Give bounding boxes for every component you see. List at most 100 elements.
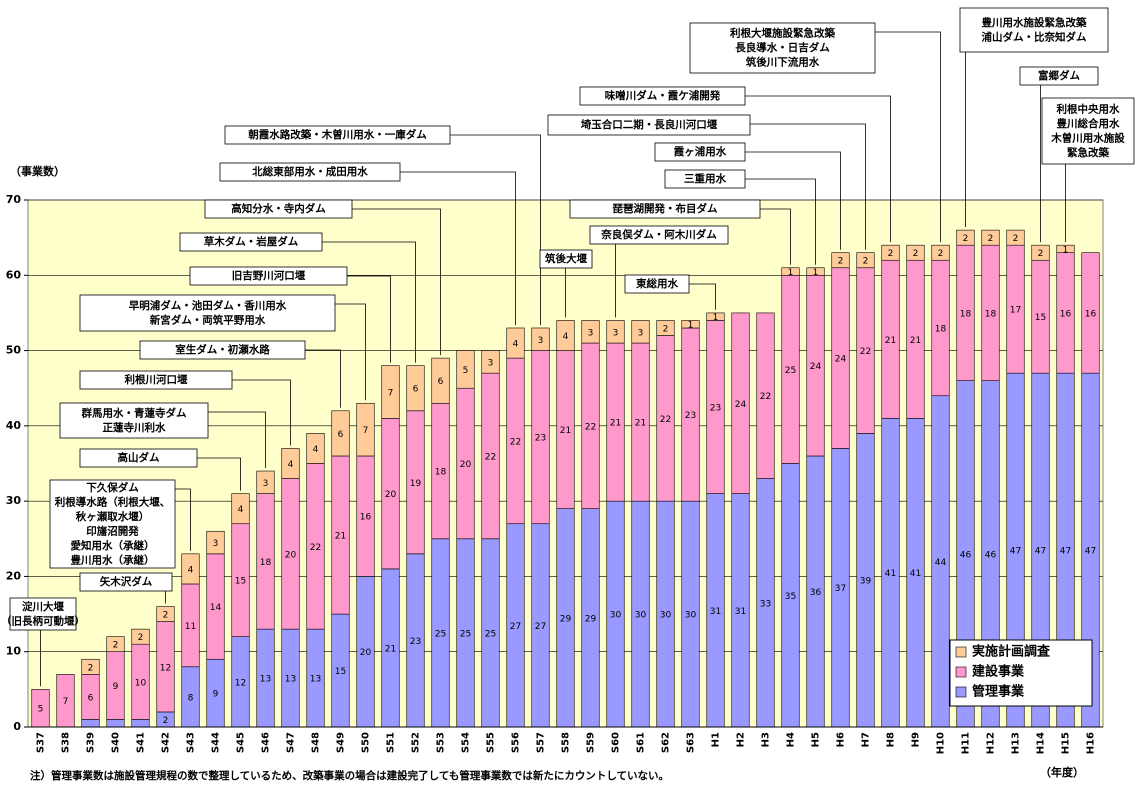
annotation-text: 緊急改築 bbox=[1067, 146, 1109, 159]
legend-swatch bbox=[955, 686, 967, 698]
x-tick-label: S62 bbox=[661, 732, 672, 753]
x-tick-label: H10 bbox=[936, 732, 947, 754]
x-tick-label: H3 bbox=[761, 732, 772, 747]
value-label: 31 bbox=[735, 607, 746, 617]
bar-segment bbox=[131, 628, 150, 645]
bar-segment bbox=[106, 719, 125, 728]
annotation-text: 室生ダム・初瀬水路 bbox=[175, 343, 270, 356]
value-label: 2 bbox=[88, 663, 94, 673]
annotation-box bbox=[139, 340, 306, 360]
x-tick-label: H14 bbox=[1036, 732, 1047, 754]
value-label: 1 bbox=[713, 313, 719, 323]
annotation-text: 奈良俣ダム・阿木川ダム bbox=[600, 228, 717, 241]
annotation-box bbox=[79, 370, 233, 390]
legend-box bbox=[949, 639, 1093, 707]
callout-line bbox=[400, 171, 516, 325]
value-label: 44 bbox=[935, 558, 947, 568]
value-label: 9 bbox=[213, 690, 219, 700]
bar-segment bbox=[131, 719, 150, 728]
bar-segment bbox=[906, 244, 925, 261]
value-label: 47 bbox=[1060, 547, 1071, 557]
value-label: 2 bbox=[113, 641, 119, 651]
value-label: 8 bbox=[188, 693, 194, 703]
annotation-text: 印旛沼開発 bbox=[86, 524, 139, 537]
value-label: 5 bbox=[463, 366, 469, 376]
bar-segment bbox=[81, 719, 100, 728]
annotation-text: 筑後大堰 bbox=[544, 252, 587, 265]
value-label: 2 bbox=[163, 611, 169, 621]
x-tick-label: H11 bbox=[961, 732, 972, 754]
value-label: 21 bbox=[335, 532, 346, 542]
bar-segment bbox=[481, 350, 500, 374]
value-label: 17 bbox=[1010, 306, 1021, 316]
annotation-box bbox=[664, 169, 746, 189]
value-label: 25 bbox=[785, 366, 796, 376]
value-label: 22 bbox=[760, 392, 771, 402]
annotation-text: 正蓮寺川利水 bbox=[103, 421, 166, 434]
value-label: 20 bbox=[360, 648, 372, 658]
annotation-text: 豊川総合用水 bbox=[1057, 117, 1120, 130]
value-label: 31 bbox=[710, 607, 721, 617]
bar-segment bbox=[706, 312, 725, 321]
annotation-text: 高知分水・寺内ダム bbox=[231, 202, 326, 215]
x-tick-label: S47 bbox=[286, 732, 297, 753]
x-tick-label: S58 bbox=[561, 732, 572, 753]
annotation-box bbox=[9, 597, 77, 631]
annotation-text: 富郷ダム bbox=[1038, 69, 1080, 82]
value-label: 1 bbox=[813, 268, 819, 278]
value-label: 15 bbox=[1035, 313, 1046, 323]
annotation-box bbox=[579, 86, 746, 106]
value-label: 2 bbox=[938, 249, 944, 259]
value-label: 12 bbox=[235, 678, 246, 688]
value-label: 10 bbox=[135, 678, 147, 688]
footnote: 注）管理事業数は施設管理規程の数で整理しているため、改築事業の場合は建設完了して… bbox=[30, 769, 669, 782]
annotation-box bbox=[79, 294, 336, 332]
legend-label: 実施計画調査 bbox=[972, 644, 1051, 660]
annotation-text: 秋ヶ瀬取水堰） bbox=[76, 510, 150, 523]
x-tick-label: S41 bbox=[136, 732, 147, 753]
callout-line bbox=[335, 303, 366, 401]
value-label: 7 bbox=[363, 426, 369, 436]
bar-segment bbox=[306, 433, 325, 464]
x-tick-label: H16 bbox=[1086, 732, 1097, 754]
annotation-text: 高山ダム bbox=[118, 451, 160, 464]
x-tick-label: S40 bbox=[111, 732, 122, 753]
value-label: 39 bbox=[860, 577, 872, 587]
value-label: 2 bbox=[963, 234, 969, 244]
value-label: 18 bbox=[260, 558, 272, 568]
legend-swatch bbox=[955, 666, 967, 678]
callout-line bbox=[745, 178, 816, 265]
annotation-text: 筑後川下流用水 bbox=[745, 56, 820, 69]
value-label: 4 bbox=[313, 445, 319, 455]
value-label: 14 bbox=[210, 603, 222, 613]
callout-line bbox=[208, 411, 266, 469]
x-tick-label: S63 bbox=[686, 732, 697, 753]
x-tick-label: S39 bbox=[86, 732, 97, 753]
bar-segment bbox=[531, 327, 550, 351]
value-label: 16 bbox=[1060, 309, 1072, 319]
legend-label: 管理事業 bbox=[972, 684, 1025, 700]
bar-segment bbox=[256, 470, 275, 494]
value-label: 2 bbox=[888, 249, 894, 259]
value-label: 12 bbox=[160, 663, 171, 673]
annotation-text: 利根中央用水 bbox=[1057, 102, 1120, 115]
annotation-text: 朝霞水路改築・木曽川用水・一庫ダム bbox=[248, 128, 427, 141]
x-tick-label: S59 bbox=[586, 732, 597, 753]
x-tick-label: H4 bbox=[786, 732, 797, 747]
value-label: 27 bbox=[535, 622, 546, 632]
bar-segment bbox=[681, 320, 700, 329]
y-tick-label: 0 bbox=[13, 720, 21, 733]
callout-line bbox=[232, 379, 291, 446]
value-label: 13 bbox=[310, 675, 321, 685]
annotation-box bbox=[539, 249, 593, 269]
x-tick-label: S60 bbox=[611, 732, 622, 753]
value-label: 6 bbox=[438, 377, 444, 387]
bar-segment bbox=[431, 357, 450, 404]
bar-segment bbox=[806, 267, 825, 276]
annotation-box bbox=[79, 572, 173, 592]
annotation-text: 木曽川用水施設 bbox=[1050, 131, 1125, 144]
annotation-box bbox=[59, 402, 209, 439]
bar-segment bbox=[656, 320, 675, 336]
annotation-text: 旧吉野川河口堰 bbox=[232, 269, 306, 282]
bar-segment bbox=[856, 252, 875, 269]
